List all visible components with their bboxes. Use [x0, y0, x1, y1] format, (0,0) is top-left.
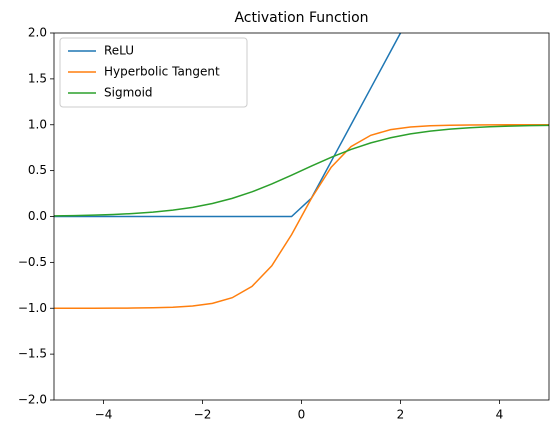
x-tick-label: −4: [95, 408, 113, 422]
line-series: [54, 124, 549, 217]
y-tick-label: 1.5: [28, 71, 47, 85]
y-tick-label: 2.0: [28, 26, 47, 40]
y-tick-label: 1.0: [28, 117, 47, 131]
x-tick-label: 2: [397, 408, 405, 422]
y-tick-label: −2.0: [18, 393, 47, 407]
x-tick-label: 0: [298, 408, 306, 422]
axes-frame: [53, 32, 550, 401]
y-tick-label: −1.5: [18, 347, 47, 361]
y-tick-label: 0.5: [28, 163, 47, 177]
y-tick-label: 0.0: [28, 209, 47, 223]
x-tick-label: −2: [194, 408, 212, 422]
line-series: [54, 33, 402, 218]
y-tick-label: −1.0: [18, 301, 47, 315]
chart-title: Activation Function: [234, 10, 368, 26]
legend-box: [59, 37, 248, 108]
legend-label: Sigmoid: [104, 86, 153, 100]
legend-label: ReLU: [104, 44, 134, 58]
plot-area: [54, 33, 549, 309]
legend-label: Hyperbolic Tangent: [104, 65, 220, 79]
x-tick-label: 4: [496, 408, 504, 422]
line-series: [54, 124, 549, 309]
y-tick-label: −0.5: [18, 255, 47, 269]
